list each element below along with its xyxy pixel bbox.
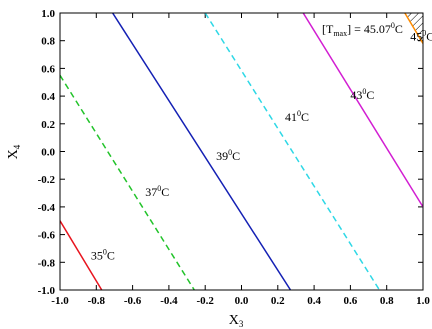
plot-area	[60, 13, 423, 290]
contour-lines	[60, 13, 423, 290]
y-tick-label: 0.6	[41, 63, 55, 75]
x-tick-label: 0.0	[235, 295, 249, 307]
contour-line-45	[404, 13, 423, 44]
x-tick-label: 0.6	[344, 295, 358, 307]
contour-label-35: 350C	[91, 248, 115, 263]
x-axis-title: X3	[229, 313, 244, 329]
x-tick-label: -1.0	[51, 295, 69, 307]
x-tick-label: 1.0	[416, 295, 430, 307]
y-tick-label: -0.6	[38, 230, 56, 242]
x-tick-label: -0.2	[196, 295, 214, 307]
x-tick-label: -0.8	[88, 295, 106, 307]
contour-label-43: 430C	[350, 87, 374, 102]
contour-label-39: 390C	[216, 148, 240, 163]
contour-line-37	[60, 74, 195, 290]
y-tick-label: 0.2	[41, 119, 55, 131]
contour-label-41: 410C	[285, 109, 309, 124]
y-tick-label: 0.8	[41, 36, 55, 48]
contour-label-45: 450C	[410, 29, 432, 44]
contour-line-39	[112, 13, 292, 290]
y-axis-ticks: 1.0 0.8 0.6 0.4 0.2 0.0 -0.2 -0.4 -0.6 -0.8 -1.0	[38, 8, 423, 297]
x-tick-label: 0.8	[380, 295, 394, 307]
contour-line-43	[302, 13, 423, 208]
contour-line-41	[204, 13, 381, 290]
y-tick-label: -0.4	[38, 202, 56, 214]
x-tick-label: 0.2	[271, 295, 285, 307]
y-tick-label: -1.0	[38, 285, 56, 297]
x-tick-label: -0.6	[124, 295, 142, 307]
contour-label-37: 370C	[145, 184, 169, 199]
y-tick-label: -0.2	[38, 174, 56, 186]
contour-line-35	[60, 220, 103, 290]
y-tick-label: -0.8	[38, 257, 56, 269]
y-axis-title: X4	[6, 144, 22, 159]
max-temperature-annotation: [Tmax] = 45.070C	[322, 21, 403, 38]
y-tick-label: 0.4	[41, 91, 55, 103]
contour-labels: 350C 370C 390C 410C 430C 450C	[91, 29, 432, 263]
plot-frame	[59, 12, 424, 291]
y-tick-label: 1.0	[41, 8, 55, 20]
x-axis-ticks: -1.0 -0.8 -0.6 -0.4 -0.2 0.0 0.2 0.4 0.6 0.8 1.0	[51, 13, 430, 307]
x-tick-label: 0.4	[307, 295, 321, 307]
y-tick-label: 0.0	[41, 147, 55, 159]
x-tick-label: -0.4	[160, 295, 178, 307]
